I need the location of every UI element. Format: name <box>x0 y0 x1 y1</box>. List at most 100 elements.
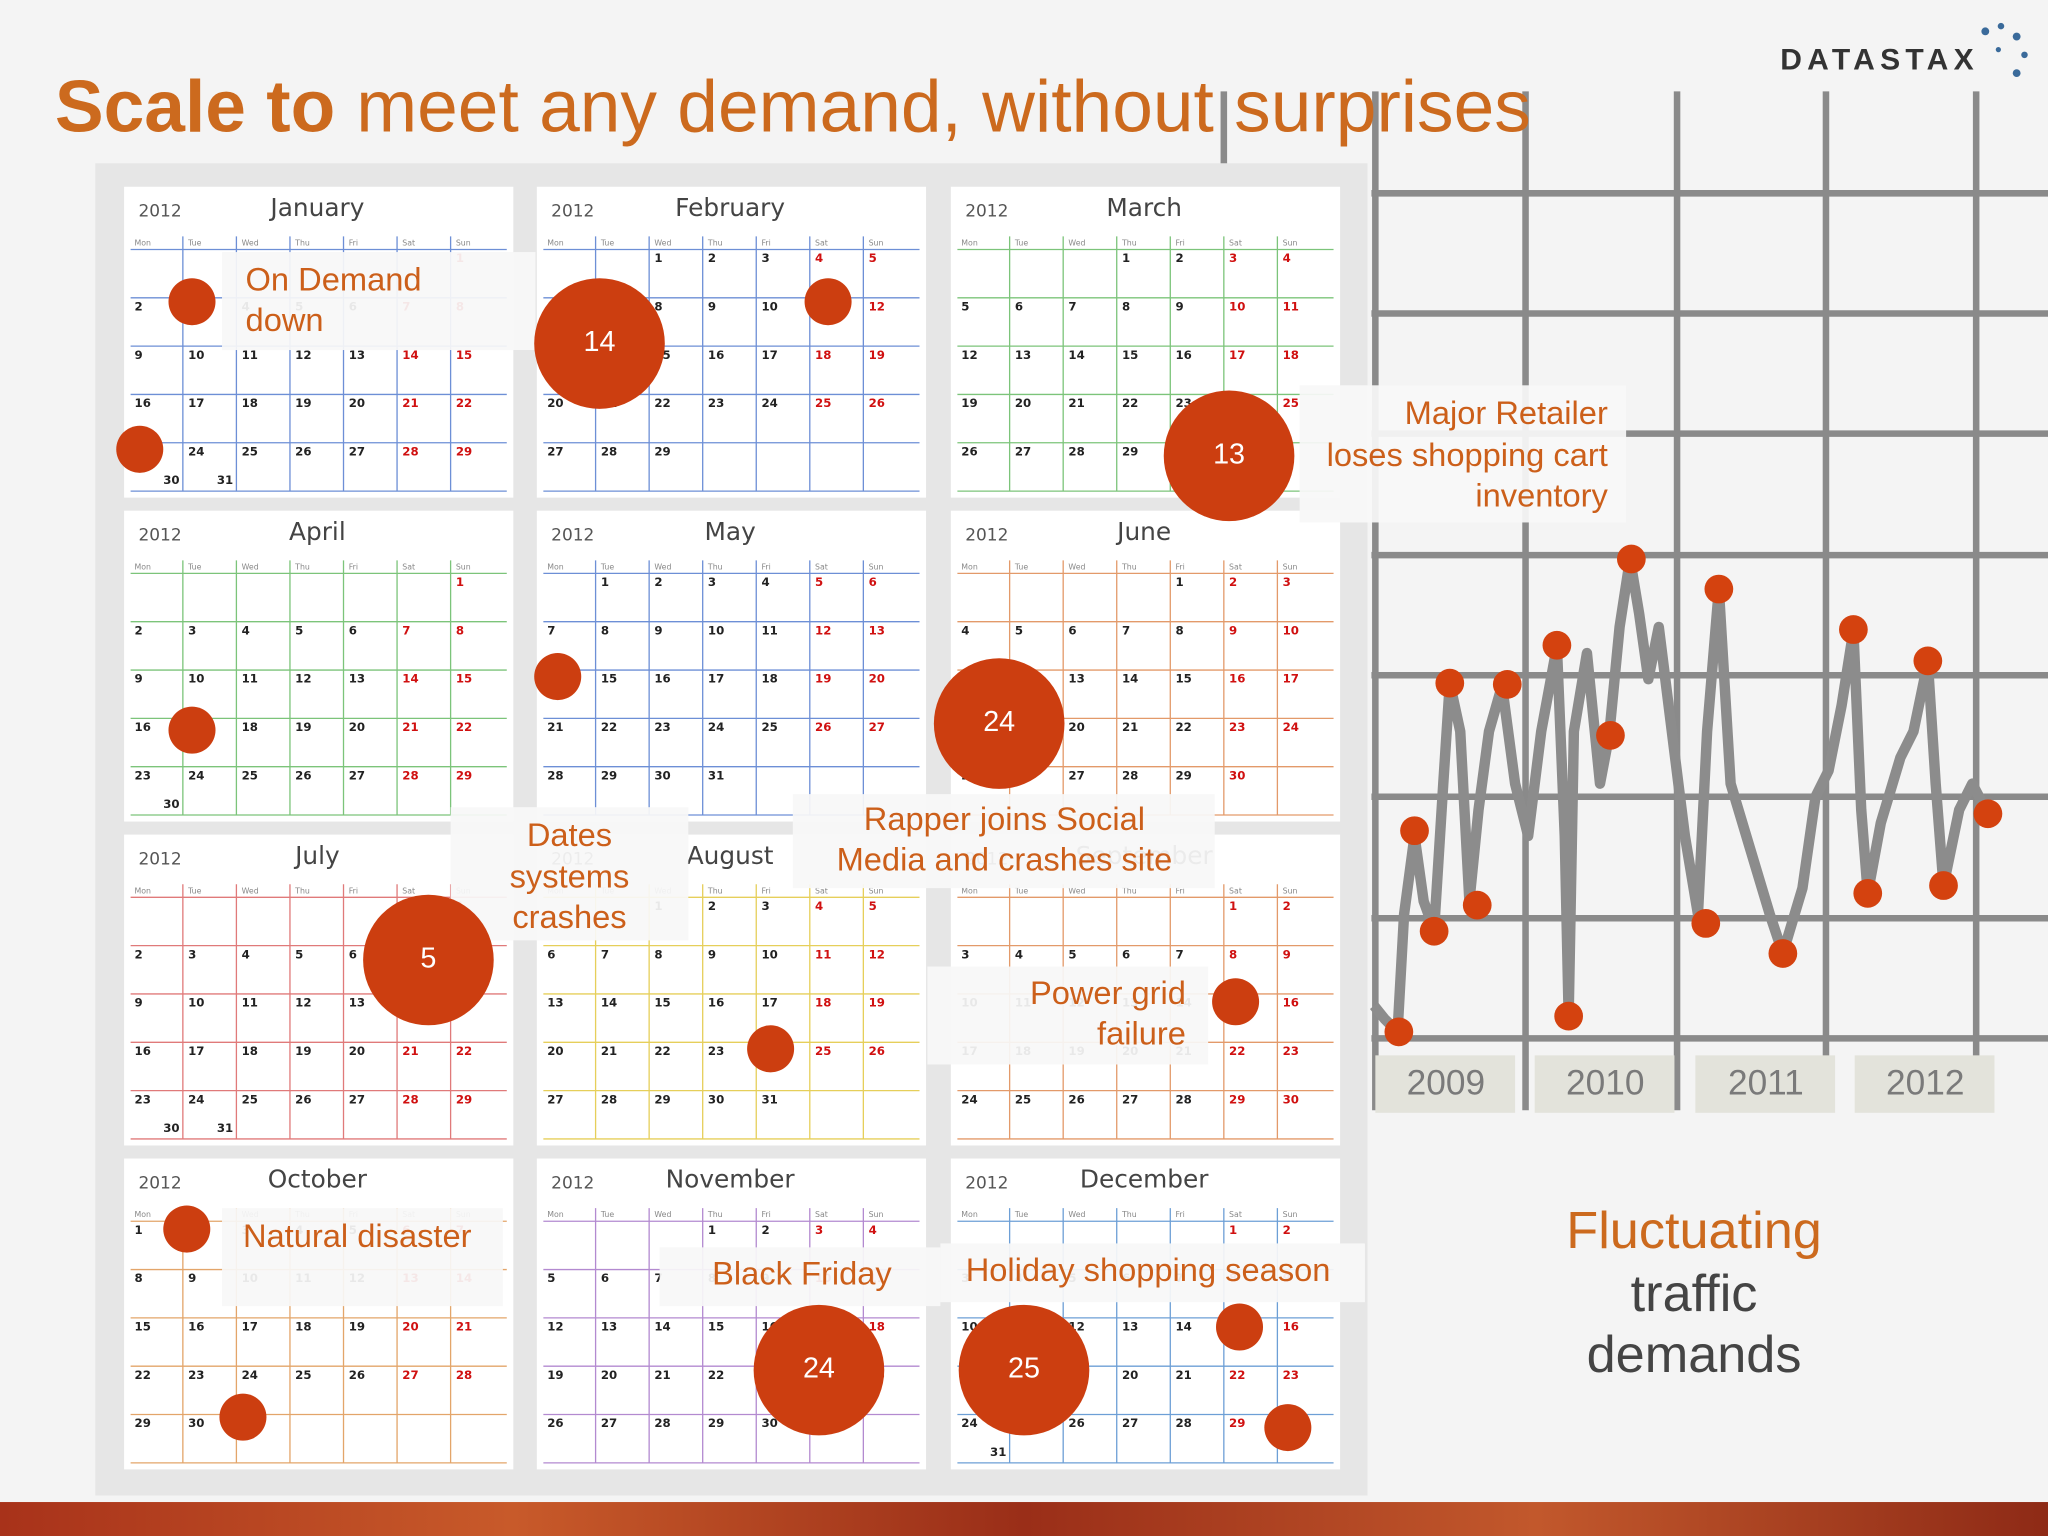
day-number: 6 <box>601 1271 609 1285</box>
day-number: 20 <box>1068 720 1084 734</box>
month-name: December <box>1080 1165 1209 1194</box>
logo-dots <box>1981 22 2028 78</box>
day-number: 12 <box>961 348 977 362</box>
callout-text: Power grid <box>1030 974 1186 1011</box>
day-number: 28 <box>1176 1092 1192 1106</box>
callout-text: Rapper joins Social <box>864 800 1145 837</box>
day-number: 21 <box>402 396 418 410</box>
bubble-label: 14 <box>584 326 616 358</box>
day-number: 30 <box>1229 768 1245 782</box>
weekday-label: Fri <box>349 562 358 571</box>
day-number: 21 <box>402 720 418 734</box>
day-number: 1 <box>1176 575 1184 589</box>
traffic-dot <box>1704 574 1734 604</box>
callout-box <box>927 966 1209 1065</box>
day-number: 24 <box>961 1416 977 1430</box>
day-number: 30 <box>163 1121 179 1135</box>
day-number: 26 <box>815 720 831 734</box>
title-bold: Scale to <box>55 67 335 148</box>
day-number: 16 <box>135 396 151 410</box>
day-number: 28 <box>1068 444 1084 458</box>
day-number: 1 <box>708 1223 716 1237</box>
day-number: 7 <box>601 947 609 961</box>
day-number: 3 <box>1229 251 1237 265</box>
day-number: 3 <box>761 251 769 265</box>
day-number: 25 <box>761 720 777 734</box>
weekday-label: Tue <box>1014 562 1029 571</box>
day-number: 16 <box>1229 672 1245 686</box>
weekday-label: Wed <box>1068 238 1085 247</box>
day-number: 24 <box>188 1092 204 1106</box>
day-number: 31 <box>708 768 724 782</box>
day-number: 23 <box>654 720 670 734</box>
day-number: 22 <box>1229 1368 1245 1382</box>
day-number: 3 <box>961 947 969 961</box>
callout-text: Holiday shopping season <box>966 1251 1331 1288</box>
day-number: 2 <box>1283 1223 1291 1237</box>
event-bubble <box>534 278 665 409</box>
traffic-dot <box>1929 871 1958 900</box>
day-number: 17 <box>188 1044 204 1058</box>
day-number: 8 <box>654 299 662 313</box>
callout-box <box>1299 385 1627 523</box>
day-number: 20 <box>601 1368 617 1382</box>
day-number: 2 <box>708 251 716 265</box>
day-number: 19 <box>349 1320 365 1334</box>
day-number: 29 <box>708 1416 724 1430</box>
day-number: 10 <box>761 299 777 313</box>
month-name: June <box>1115 517 1171 546</box>
day-number: 25 <box>295 1368 311 1382</box>
weekday-label: Thu <box>707 1210 723 1219</box>
weekday-label: Sat <box>815 238 828 247</box>
day-number: 27 <box>349 444 365 458</box>
day-number: 9 <box>654 623 662 637</box>
day-number: 18 <box>869 1320 885 1334</box>
weekday-label: Tue <box>1014 1210 1029 1219</box>
event-dot <box>116 425 164 473</box>
weekday-label: Sat <box>815 886 828 895</box>
day-number: 20 <box>547 1044 563 1058</box>
tagline-line: traffic <box>1631 1265 1758 1323</box>
day-number: 20 <box>1015 396 1031 410</box>
day-number: 25 <box>815 1044 831 1058</box>
day-number: 29 <box>601 768 617 782</box>
weekday-label: Sat <box>815 562 828 571</box>
event-bubble <box>753 1304 885 1436</box>
event-bubble <box>363 894 494 1026</box>
weekday-label: Sun <box>869 886 884 895</box>
day-number: 4 <box>1015 947 1023 961</box>
day-number: 22 <box>601 720 617 734</box>
day-number: 7 <box>654 1271 662 1285</box>
day-number: 21 <box>1176 1368 1192 1382</box>
weekday-label: Thu <box>1121 1210 1137 1219</box>
day-number: 4 <box>242 947 250 961</box>
weekday-label: Tue <box>1014 886 1029 895</box>
year-box <box>1534 1055 1675 1113</box>
day-number: 25 <box>242 444 258 458</box>
day-number: 29 <box>654 1092 670 1106</box>
traffic-dot <box>1596 720 1625 750</box>
day-number: 26 <box>295 1092 311 1106</box>
day-number: 11 <box>242 996 258 1010</box>
day-number: 19 <box>295 720 311 734</box>
weekday-label: Sun <box>456 562 471 571</box>
weekday-label: Fri <box>349 238 358 247</box>
callout-box <box>222 1208 503 1307</box>
weekday-label: Thu <box>294 886 310 895</box>
weekday-label: Thu <box>707 238 723 247</box>
day-number: 19 <box>547 1368 563 1382</box>
day-number: 17 <box>242 1320 258 1334</box>
day-number: 26 <box>295 768 311 782</box>
day-number: 4 <box>815 899 823 913</box>
day-number: 3 <box>188 623 196 637</box>
day-number: 8 <box>456 623 464 637</box>
day-number: 4 <box>761 575 769 589</box>
day-number: 21 <box>456 1320 472 1334</box>
day-number: 27 <box>601 1416 617 1430</box>
event-dot <box>168 278 216 326</box>
traffic-dot <box>1419 916 1449 946</box>
